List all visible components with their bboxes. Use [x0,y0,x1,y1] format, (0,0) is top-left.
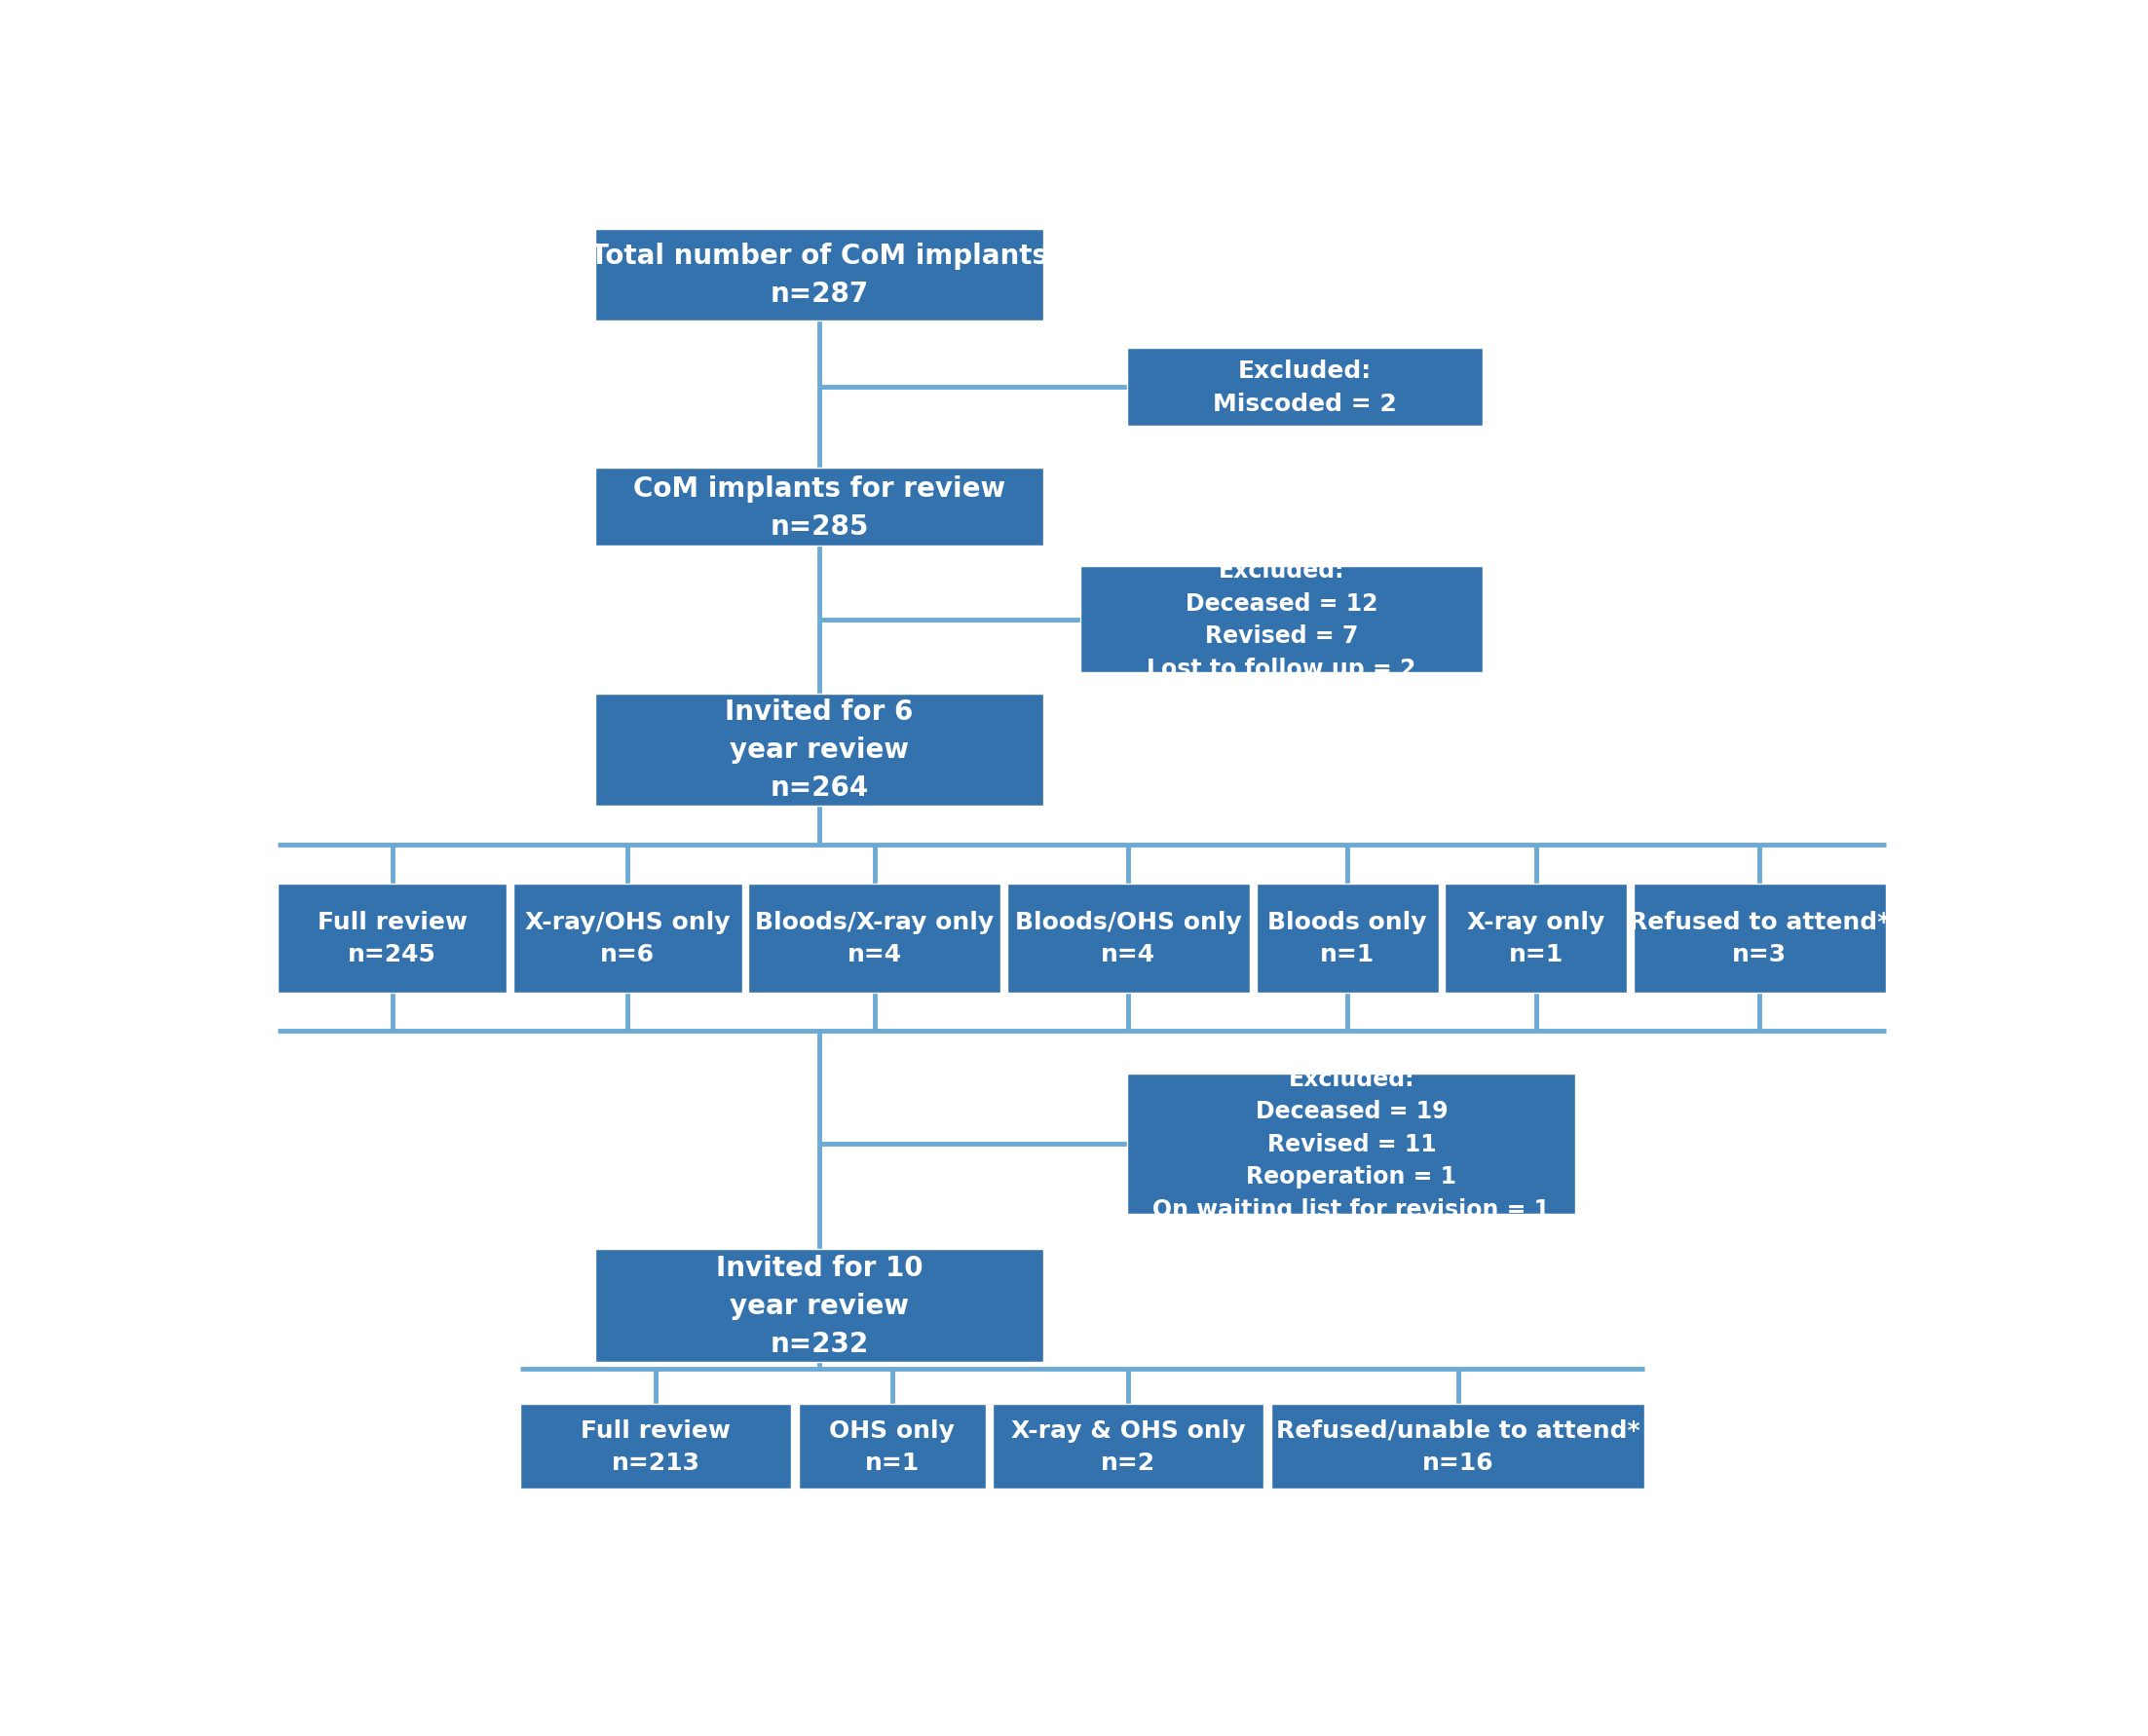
Text: Invited for 10
year review
n=232: Invited for 10 year review n=232 [715,1253,924,1358]
Text: Refused to attend*
n=3: Refused to attend* n=3 [1628,910,1890,967]
FancyBboxPatch shape [1007,884,1250,993]
FancyBboxPatch shape [1128,349,1482,427]
FancyBboxPatch shape [1446,884,1626,993]
Text: Bloods only
n=1: Bloods only n=1 [1267,910,1426,967]
FancyBboxPatch shape [1257,884,1439,993]
FancyBboxPatch shape [595,469,1044,547]
FancyBboxPatch shape [1632,884,1886,993]
Text: Bloods/OHS only
n=4: Bloods/OHS only n=4 [1016,910,1242,967]
FancyBboxPatch shape [520,1404,790,1489]
Text: Full review
n=245: Full review n=245 [318,910,468,967]
FancyBboxPatch shape [748,884,1001,993]
Text: Refused/unable to attend*
n=16: Refused/unable to attend* n=16 [1276,1418,1639,1474]
FancyBboxPatch shape [992,1404,1263,1489]
Text: Total number of CoM implants
n=287: Total number of CoM implants n=287 [591,243,1048,307]
Text: Bloods/X-ray only
n=4: Bloods/X-ray only n=4 [756,910,995,967]
FancyBboxPatch shape [595,694,1044,806]
FancyBboxPatch shape [1080,568,1482,672]
FancyBboxPatch shape [513,884,741,993]
Text: Excluded:
Deceased = 12
Revised = 7
Lost to follow up = 2: Excluded: Deceased = 12 Revised = 7 Lost… [1147,559,1416,681]
FancyBboxPatch shape [595,1250,1044,1363]
FancyBboxPatch shape [595,229,1044,321]
FancyBboxPatch shape [277,884,507,993]
Text: X-ray & OHS only
n=2: X-ray & OHS only n=2 [1012,1418,1246,1474]
Text: X-ray/OHS only
n=6: X-ray/OHS only n=6 [524,910,730,967]
Text: X-ray only
n=1: X-ray only n=1 [1467,910,1605,967]
Text: Invited for 6
year review
n=264: Invited for 6 year review n=264 [726,698,913,802]
Text: Excluded:
Miscoded = 2: Excluded: Miscoded = 2 [1214,359,1396,415]
FancyBboxPatch shape [799,1404,986,1489]
FancyBboxPatch shape [1128,1073,1577,1215]
Text: OHS only
n=1: OHS only n=1 [829,1418,956,1474]
Text: Full review
n=213: Full review n=213 [580,1418,730,1474]
FancyBboxPatch shape [1272,1404,1645,1489]
Text: CoM implants for review
n=285: CoM implants for review n=285 [634,474,1005,540]
Text: Excluded:
Deceased = 19
Revised = 11
Reoperation = 1
On waiting list for revisio: Excluded: Deceased = 19 Revised = 11 Reo… [1153,1068,1551,1220]
